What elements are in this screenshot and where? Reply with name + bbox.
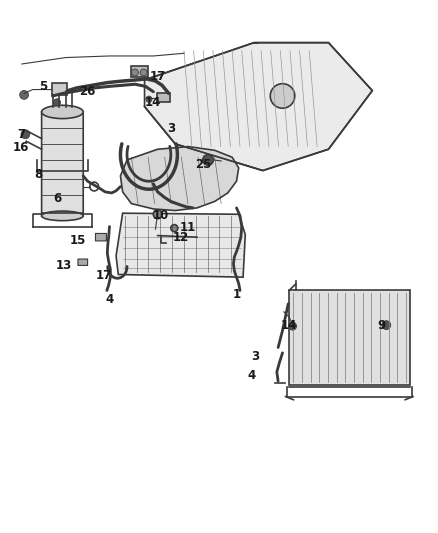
Text: 15: 15	[70, 235, 86, 247]
Text: 17: 17	[149, 70, 166, 83]
Text: 14: 14	[281, 319, 297, 332]
Circle shape	[53, 99, 60, 106]
Text: 4: 4	[248, 369, 256, 382]
Text: 3: 3	[251, 350, 259, 362]
Circle shape	[270, 84, 295, 108]
FancyBboxPatch shape	[78, 259, 88, 265]
Circle shape	[146, 96, 152, 102]
Text: 3: 3	[167, 123, 175, 135]
Circle shape	[289, 322, 297, 330]
Circle shape	[382, 321, 391, 329]
Text: 25: 25	[195, 158, 212, 171]
Circle shape	[203, 155, 213, 165]
Circle shape	[171, 224, 178, 232]
Text: 17: 17	[96, 269, 113, 281]
FancyBboxPatch shape	[289, 290, 410, 385]
FancyBboxPatch shape	[52, 83, 67, 95]
Text: 12: 12	[172, 231, 189, 244]
Text: 9: 9	[377, 319, 385, 332]
Text: 16: 16	[13, 141, 29, 154]
Polygon shape	[120, 147, 239, 211]
Text: 7: 7	[17, 128, 25, 141]
Circle shape	[20, 91, 28, 99]
FancyBboxPatch shape	[42, 112, 83, 216]
Polygon shape	[145, 43, 372, 171]
Circle shape	[153, 210, 162, 219]
Text: 26: 26	[79, 85, 96, 98]
Polygon shape	[116, 213, 245, 277]
Circle shape	[21, 130, 30, 139]
Text: 6: 6	[53, 192, 61, 205]
Ellipse shape	[42, 211, 83, 221]
FancyBboxPatch shape	[131, 66, 148, 77]
Text: 13: 13	[55, 259, 72, 272]
FancyBboxPatch shape	[157, 93, 170, 102]
Text: 5: 5	[39, 80, 47, 93]
Text: 4: 4	[106, 293, 113, 306]
Text: 14: 14	[144, 96, 161, 109]
Circle shape	[140, 69, 147, 76]
Ellipse shape	[42, 106, 83, 119]
Circle shape	[131, 69, 138, 76]
Text: 8: 8	[35, 168, 42, 181]
FancyBboxPatch shape	[95, 233, 106, 241]
Text: 1: 1	[233, 288, 240, 301]
Text: 10: 10	[153, 209, 170, 222]
Text: 11: 11	[179, 221, 196, 233]
